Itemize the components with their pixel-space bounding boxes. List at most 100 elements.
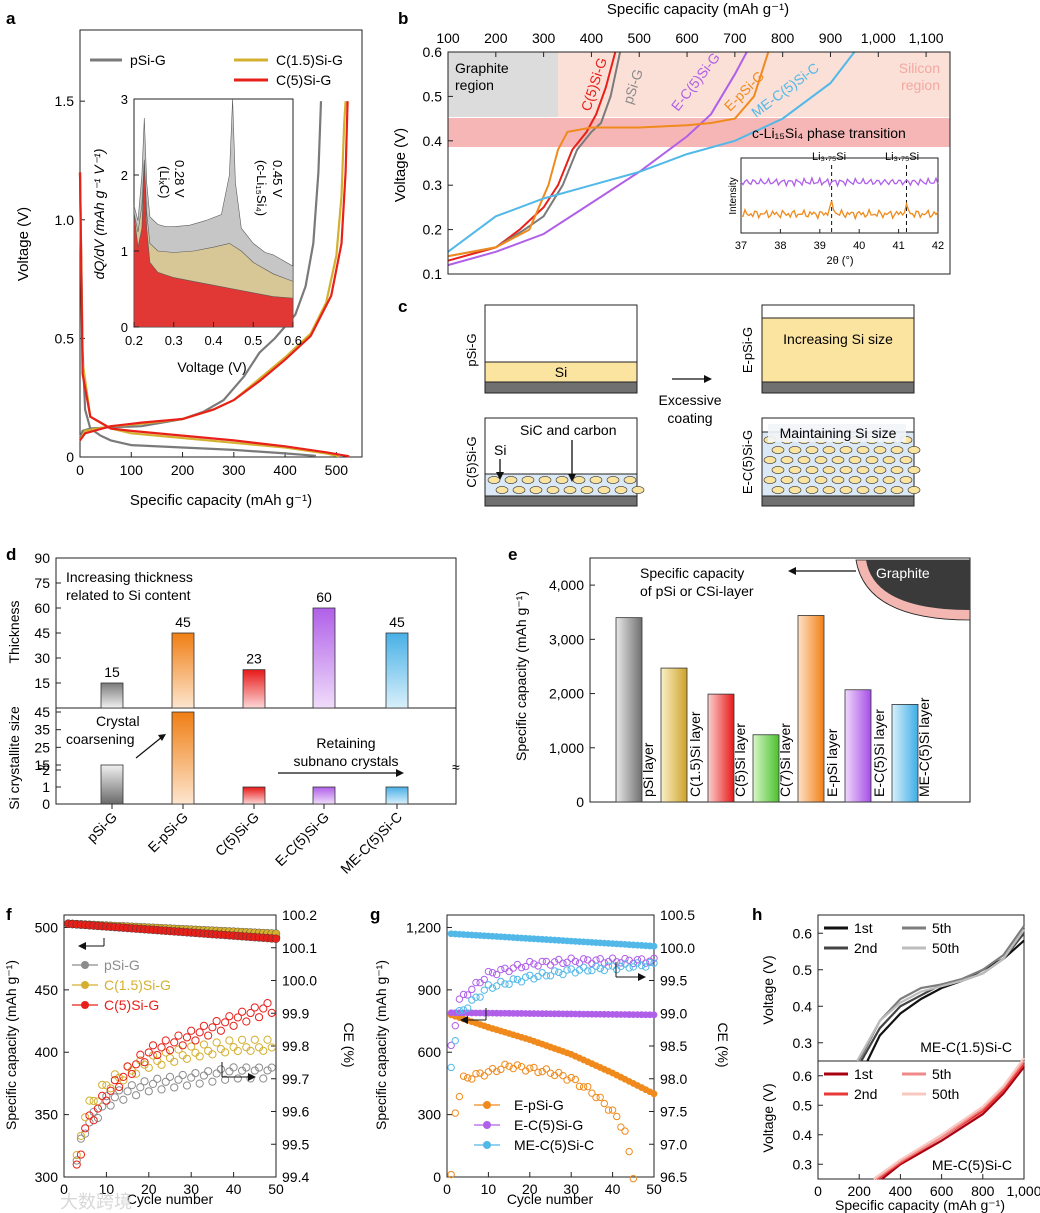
f-xtick-label: 30	[183, 1181, 199, 1197]
h-top-legend-label: 2nd	[854, 940, 877, 956]
g-y2tick-label: 98.5	[660, 1038, 687, 1054]
g-legend-dot	[483, 1141, 491, 1149]
f-ce-point-pSi-G	[93, 1113, 103, 1123]
e-bar-0	[615, 617, 643, 803]
si-particle	[814, 456, 828, 464]
c-EpSi-base	[761, 381, 915, 394]
f-ce-point-pSi-G	[165, 1072, 175, 1081]
si-particle	[890, 446, 904, 454]
e-note1: Specific capacity	[640, 565, 744, 581]
si-particle	[763, 456, 777, 464]
si-particle	[529, 486, 543, 494]
f-ce-point-C(1.5)Si-G	[144, 1063, 153, 1072]
f-ce-point-pSi-G	[259, 1074, 268, 1083]
f-ce-point-C(5)Si-G	[110, 1076, 119, 1085]
si-particle	[882, 476, 896, 484]
d-top-bar-E-C(5)Si-G	[312, 607, 336, 709]
f-ce-point-pSi-G	[148, 1079, 158, 1088]
f-ce-point-C(5)Si-G	[140, 1058, 149, 1067]
si-particle	[805, 446, 819, 454]
c-pSiG-label: pSi-G	[464, 333, 479, 366]
g-ytick-label: 1,200	[406, 919, 441, 935]
d-top-bar-pSi-G	[100, 682, 124, 709]
g-ce-point-E-C(5)Si-G	[542, 957, 551, 966]
g-ytick-label: 600	[418, 1044, 442, 1060]
phase-band-label: c-Li₁₅Si₄ phase transition	[752, 125, 906, 141]
si-particle	[873, 486, 887, 494]
panel-a-ylabel: Voltage (V)	[15, 207, 32, 281]
legend-label-pSiG: pSi-G	[130, 52, 166, 68]
g-ce-point-ME-C(5)Si-C	[629, 963, 637, 971]
si-particle	[504, 476, 518, 484]
g-ce-point-ME-C(5)Si-C	[534, 972, 542, 981]
f-ce-point-C(5)Si-G	[187, 1026, 196, 1035]
si-particle	[890, 466, 904, 474]
g-ce-point-E-pSi-G	[505, 1062, 513, 1070]
si-particle	[907, 466, 921, 474]
panel-b-xlabel: Specific capacity (mAh g⁻¹)	[607, 1, 789, 18]
g-ce-point-ME-C(5)Si-C	[637, 961, 646, 970]
g-ce-point-E-pSi-G	[588, 1089, 596, 1097]
b-ytick-label: 0.6	[423, 44, 443, 60]
d-top-bar-label: 45	[389, 614, 405, 630]
e-bar-label: C(1.5)Si layer	[687, 711, 703, 797]
b-xtick-label: 1,000	[861, 30, 896, 46]
h-xtick-label: 800	[971, 1183, 995, 1199]
f-ce-point-C(1.5)Si-G	[174, 1045, 183, 1054]
d-top-note2: related to Si content	[66, 587, 191, 603]
legend-label-C15: C(1.5)Si-G	[276, 52, 343, 68]
f-ce-point-pSi-G	[187, 1073, 196, 1082]
g-ce-point-E-C(5)Si-G	[534, 962, 542, 970]
g-cap-point-ME-C(5)Si-C	[650, 942, 658, 950]
f-ce-point-pSi-G	[267, 1063, 276, 1072]
g-ce-point-ME-C(5)Si-C	[513, 975, 522, 984]
d-bottom-ytick-label: 1	[42, 779, 50, 795]
g-ce-point-E-pSi-G	[584, 1082, 592, 1091]
silicon-region	[558, 52, 950, 117]
d-xtick-label: E-C(5)Si-G	[272, 809, 332, 869]
c-pSiG-base	[484, 381, 638, 394]
h-bottom-ytick-label: 0.6	[793, 1068, 813, 1084]
h-bottom-legend-label: 50th	[932, 1086, 959, 1102]
d-top-bar-label: 15	[104, 664, 120, 680]
d-bottom-ytick-label: 35	[34, 722, 50, 738]
b-xtick-label: 800	[771, 30, 795, 46]
si-particle	[865, 456, 879, 464]
f-ce-point-C(5)Si-G	[127, 1069, 136, 1079]
si-particle	[623, 476, 637, 484]
f-y2tick-label: 99.6	[282, 1104, 309, 1120]
inset-annot-cLi15Si4: (c-Li₁₅Si₄)	[254, 160, 269, 216]
panel-letter-d: d	[6, 545, 16, 564]
d-top-bar-E-pSi-G	[171, 632, 195, 709]
g-arrow-right-head	[638, 973, 646, 981]
f-ce-point-pSi-G	[195, 1079, 204, 1088]
f-ce-point-C(5)Si-G	[237, 1007, 247, 1016]
f-ce-point-C(5)Si-G	[153, 1050, 162, 1060]
f-ce-point-C(1.5)Si-G	[237, 1035, 247, 1044]
f-ce-point-C(1.5)Si-G	[89, 1096, 98, 1106]
f-ce-point-C(5)Si-G	[259, 1004, 268, 1013]
g-y2label: CE (%)	[715, 1022, 731, 1067]
f-ce-point-pSi-G	[127, 1081, 136, 1090]
g-y2tick-label: 99.0	[660, 1005, 687, 1021]
f-ytick-label: 350	[35, 1107, 59, 1123]
inset-ytick-label: 2	[121, 168, 128, 183]
g-arrow-left-head	[460, 1016, 468, 1024]
e-bar-4	[797, 615, 825, 803]
panel-a-legend: pSi-G C(1.5)Si-G C(5)Si-G	[90, 52, 343, 88]
f-ce-point-pSi-G	[161, 1077, 170, 1086]
d-retaining-arrow-head	[396, 769, 404, 777]
h-bottom-curve	[872, 1057, 1025, 1180]
si-particle	[873, 446, 887, 454]
f-y2label: CE (%)	[341, 1022, 357, 1067]
f-xtick-label: 10	[99, 1181, 115, 1197]
e-ytick-label: 3,000	[549, 631, 584, 647]
e-ytick-label: 1,000	[549, 740, 584, 756]
panel-a-xlabel: Specific capacity (mAh g⁻¹)	[130, 492, 312, 509]
e-note-arrow-head	[788, 567, 796, 575]
si-particle	[572, 476, 586, 484]
g-ce-point-E-C(5)Si-G	[579, 955, 588, 963]
a-curve-C(5)Si-G	[78, 172, 350, 458]
si-particle	[788, 466, 802, 474]
